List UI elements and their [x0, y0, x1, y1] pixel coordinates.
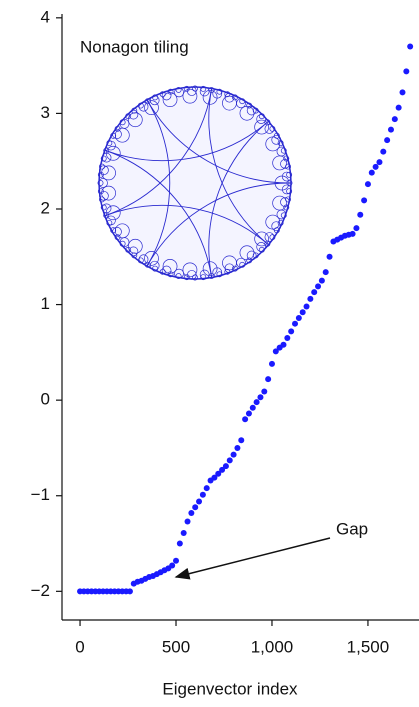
point: [304, 303, 310, 309]
y-tick-label: 0: [41, 390, 50, 409]
point: [204, 485, 210, 491]
point: [254, 399, 260, 405]
point: [185, 519, 191, 525]
y-tick-label: −1: [31, 485, 50, 504]
point: [265, 376, 271, 382]
x-tick-label: 500: [162, 637, 190, 656]
point: [361, 197, 367, 203]
point: [369, 170, 375, 176]
y-tick-label: 3: [41, 103, 50, 122]
point: [177, 541, 183, 547]
point: [392, 116, 398, 122]
disk: [99, 87, 291, 279]
point: [292, 321, 298, 327]
point: [242, 416, 248, 422]
point: [280, 342, 286, 348]
point: [246, 411, 252, 417]
inset-illustration: [98, 86, 292, 280]
point: [357, 212, 363, 218]
point: [288, 328, 294, 334]
point: [380, 149, 386, 155]
point: [399, 89, 405, 95]
point: [403, 68, 409, 74]
point: [169, 563, 175, 569]
point: [407, 43, 413, 49]
point: [181, 530, 187, 536]
point: [284, 335, 290, 341]
point: [250, 405, 256, 411]
point: [200, 492, 206, 498]
point: [319, 278, 325, 284]
y-tick-label: 4: [41, 7, 50, 26]
x-tick-label: 0: [75, 637, 84, 656]
point: [296, 315, 302, 321]
point: [196, 498, 202, 504]
point: [261, 389, 267, 395]
point: [257, 394, 263, 400]
y-tick-label: −2: [31, 581, 50, 600]
point: [350, 231, 356, 237]
point: [231, 452, 237, 458]
point: [127, 588, 133, 594]
point: [323, 269, 329, 275]
point: [223, 463, 229, 469]
x-axis-label: Eigenvector index: [162, 679, 298, 698]
point: [300, 309, 306, 315]
point: [311, 289, 317, 295]
inset-label: Nonagon tiling: [80, 37, 189, 56]
annotation-arrow: [176, 538, 330, 577]
x-tick-label: 1,000: [251, 637, 294, 656]
point: [227, 457, 233, 463]
point: [234, 445, 240, 451]
point: [353, 225, 359, 231]
x-tick-label: 1,500: [347, 637, 390, 656]
point: [376, 159, 382, 165]
point: [269, 361, 275, 367]
point: [365, 181, 371, 187]
chart: Nonagon tiling Gap Eigenvector index −2 −…: [0, 0, 419, 707]
point: [188, 510, 194, 516]
point: [327, 254, 333, 260]
point: [315, 283, 321, 289]
point: [173, 558, 179, 564]
point: [388, 127, 394, 133]
point: [373, 164, 379, 170]
point: [238, 437, 244, 443]
point: [396, 105, 402, 111]
point: [384, 137, 390, 143]
y-tick-label: 1: [41, 294, 50, 313]
point: [307, 296, 313, 302]
annotation: Gap: [336, 519, 368, 538]
y-tick-label: 2: [41, 198, 50, 217]
point: [192, 504, 198, 510]
